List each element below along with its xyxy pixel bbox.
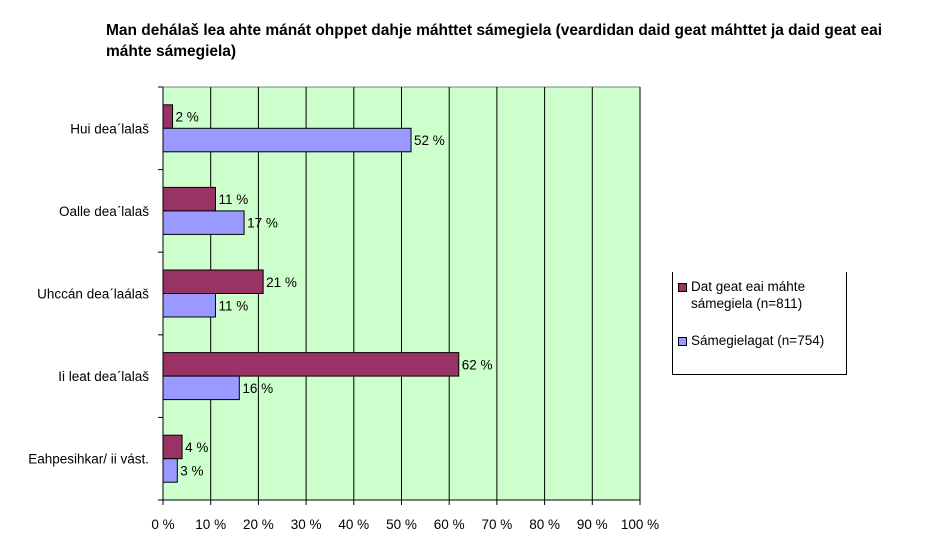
data-label: 52 % — [414, 133, 445, 148]
legend-item-series-1: Dat geat eai máhte sámegiela (n=811) — [678, 278, 843, 312]
bar-series-1 — [162, 434, 183, 460]
legend: Dat geat eai máhte sámegiela (n=811) Sám… — [672, 272, 847, 375]
bar-series-2 — [162, 375, 240, 401]
legend-swatch-series-1 — [678, 283, 687, 292]
bar-series-1 — [162, 352, 460, 377]
x-tick-label: 100 % — [621, 517, 659, 532]
category-label: Eahpesihkar/ ii vást. — [28, 452, 149, 467]
legend-swatch-series-2 — [678, 337, 687, 346]
x-tick-label: 50 % — [386, 517, 417, 532]
data-label: 3 % — [180, 463, 203, 478]
data-label: 11 % — [218, 298, 248, 313]
data-label: 62 % — [462, 357, 493, 372]
category-label: Oalle deaˊlalaš — [59, 204, 149, 219]
category-label: Uhccán deaˊlaálaš — [37, 287, 149, 302]
bar-series-1 — [162, 104, 174, 129]
data-label: 16 % — [242, 381, 273, 396]
legend-label-series-1: Dat geat eai máhte sámegiela (n=811) — [691, 279, 806, 311]
data-label: 17 % — [247, 216, 278, 231]
bar-series-1 — [162, 186, 216, 212]
x-tick-label: 20 % — [243, 517, 274, 532]
bar-series-2 — [162, 127, 412, 153]
x-tick-label: 10 % — [195, 517, 226, 532]
x-tick-label: 90 % — [577, 517, 608, 532]
x-tick-label: 30 % — [291, 517, 322, 532]
legend-item-series-2: Sámegielagat (n=754) — [678, 332, 843, 349]
bar-series-1 — [162, 269, 264, 294]
data-label: 2 % — [176, 110, 199, 125]
x-tick-label: 80 % — [529, 517, 560, 532]
x-tick-label: 0 % — [151, 517, 174, 532]
x-tick-label: 60 % — [434, 517, 465, 532]
data-label: 4 % — [185, 440, 208, 455]
data-label: 11 % — [218, 192, 248, 207]
bar-series-2 — [162, 458, 178, 483]
category-label: Ii leat deaˊlalaš — [58, 369, 149, 384]
legend-label-series-2: Sámegielagat (n=754) — [691, 333, 825, 348]
category-label: Hui deaˊlalaš — [70, 121, 149, 136]
chart-title: Man dehálaš lea ahte mánát ohppet dahje … — [106, 22, 883, 60]
x-tick-label: 70 % — [482, 517, 513, 532]
bar-series-2 — [162, 293, 216, 318]
x-tick-label: 40 % — [338, 517, 369, 532]
bar-series-2 — [162, 210, 245, 235]
data-label: 21 % — [266, 275, 297, 290]
